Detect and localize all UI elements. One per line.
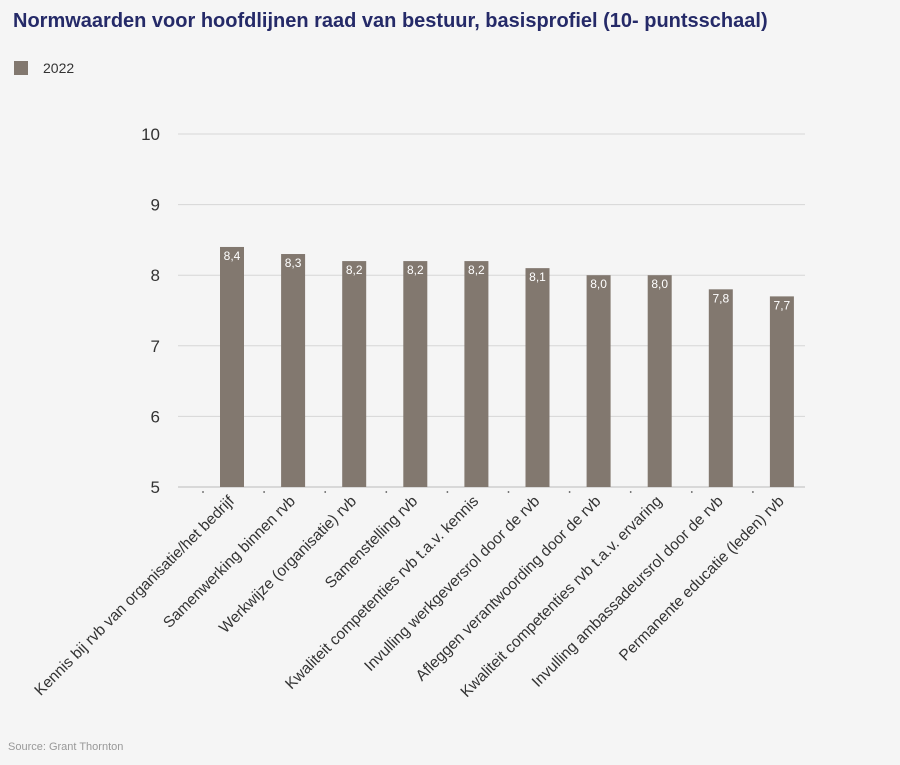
bar [647,275,672,487]
bar [220,246,244,487]
y-tick-label: 9 [151,196,160,215]
tick-dot [202,491,204,493]
data-label: 8,0 [590,277,607,291]
data-label: 8,0 [651,277,668,291]
data-label: 7,8 [712,291,729,305]
source-note: Source: Grant Thornton [8,741,124,753]
bar [464,261,489,487]
bar [403,261,428,487]
y-tick-label: 5 [151,478,160,497]
tick-dot [385,491,388,493]
bar [281,254,306,487]
legend: 2022 [14,60,74,76]
bar [342,261,367,487]
data-label: 8,3 [285,256,302,270]
tick-dot [324,491,327,493]
bar [525,268,550,487]
tick-dot [752,491,754,493]
tick-dot [690,491,693,493]
data-label: 8,2 [346,263,363,277]
data-label: 7,7 [774,298,791,312]
tick-dot [507,491,510,493]
chart-title: Normwaarden voor hoofdlijnen raad van be… [13,10,768,32]
tick-dot [263,491,265,493]
data-label: 8,4 [224,249,241,263]
legend-label: 2022 [43,60,75,76]
bar [586,275,611,487]
y-tick-label: 7 [151,337,160,356]
y-tick-label: 8 [151,266,160,285]
tick-dot [446,491,449,493]
tick-dot [629,491,632,493]
tick-dot [568,491,571,493]
bar [708,289,733,487]
y-tick-label: 10 [141,125,160,144]
bar [769,296,794,487]
data-label: 8,2 [407,263,424,277]
data-label: 8,2 [468,263,485,277]
y-tick-label: 6 [151,407,160,426]
legend-swatch [14,61,28,75]
data-label: 8,1 [529,270,546,284]
